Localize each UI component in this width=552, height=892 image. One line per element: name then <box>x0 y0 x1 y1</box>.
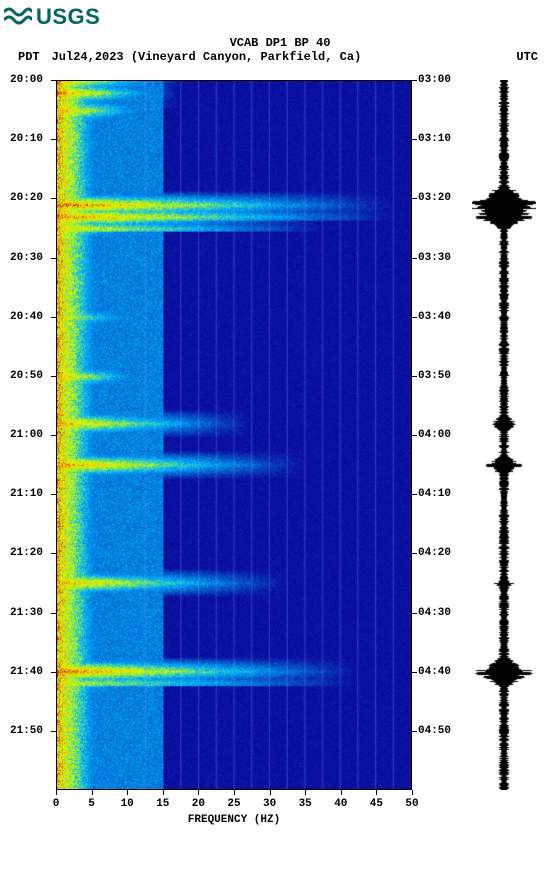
xtick: 40 <box>334 798 347 810</box>
seismogram <box>472 80 536 790</box>
ytick-right: 03:40 <box>418 311 451 323</box>
xtick: 0 <box>53 798 60 810</box>
logo-text: USGS <box>36 4 100 30</box>
usgs-logo: USGS <box>4 4 552 30</box>
ytick-right: 04:10 <box>418 488 451 500</box>
date: Jul24,2023 <box>52 50 124 64</box>
x-axis-label: FREQUENCY (HZ) <box>56 814 412 826</box>
xtick: 30 <box>263 798 276 810</box>
plot-area: FREQUENCY (HZ) 20:00 03:00 20:10 03:10 20:20… <box>4 72 544 832</box>
ytick-right: 04:40 <box>418 666 451 678</box>
chart-subtitle: PDT Jul24,2023 (Vineyard Canyon, Parkfie… <box>4 50 552 64</box>
ytick-left: 20:10 <box>10 133 43 145</box>
ytick-right: 04:20 <box>418 547 451 559</box>
ytick-right: 03:00 <box>418 74 451 86</box>
ytick-right: 03:20 <box>418 192 451 204</box>
ytick-left: 20:30 <box>10 252 43 264</box>
xtick: 25 <box>227 798 240 810</box>
spectrogram <box>56 80 412 790</box>
ytick-right: 03:50 <box>418 370 451 382</box>
xtick: 5 <box>88 798 95 810</box>
ytick-left: 21:30 <box>10 607 43 619</box>
ytick-left: 20:00 <box>10 74 43 86</box>
ytick-left: 21:00 <box>10 429 43 441</box>
ytick-right: 03:30 <box>418 252 451 264</box>
xtick: 20 <box>192 798 205 810</box>
xtick: 15 <box>156 798 169 810</box>
ytick-right: 03:10 <box>418 133 451 145</box>
ytick-left: 21:50 <box>10 725 43 737</box>
ytick-left: 21:40 <box>10 666 43 678</box>
ytick-left: 21:10 <box>10 488 43 500</box>
ytick-right: 04:50 <box>418 725 451 737</box>
xtick: 50 <box>405 798 418 810</box>
xtick: 10 <box>121 798 134 810</box>
ytick-left: 20:20 <box>10 192 43 204</box>
tz-right: UTC <box>516 50 538 64</box>
xtick: 35 <box>299 798 312 810</box>
tz-left: PDT <box>18 50 40 64</box>
wave-icon <box>4 6 32 28</box>
ytick-left: 21:20 <box>10 547 43 559</box>
xtick: 45 <box>370 798 383 810</box>
ytick-right: 04:00 <box>418 429 451 441</box>
location: (Vineyard Canyon, Parkfield, Ca) <box>131 50 361 64</box>
ytick-left: 20:50 <box>10 370 43 382</box>
chart-title: VCAB DP1 BP 40 <box>4 36 552 50</box>
ytick-left: 20:40 <box>10 311 43 323</box>
ytick-right: 04:30 <box>418 607 451 619</box>
